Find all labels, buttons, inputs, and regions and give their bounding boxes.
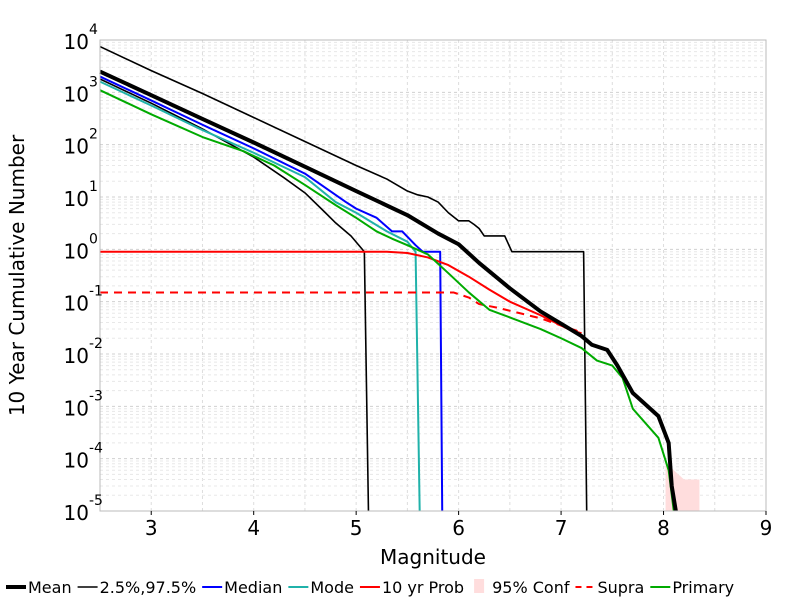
series-line-2-5-97-5-	[99, 78, 370, 512]
y-tick-exponent: -4	[89, 441, 103, 457]
y-tick-exponent: 1	[89, 179, 98, 195]
y-tick-label: 10 1	[64, 179, 98, 211]
legend-item: Median	[202, 578, 282, 597]
legend-label: Median	[224, 578, 282, 597]
legend-label: Primary	[672, 578, 734, 597]
x-tick-label: 8	[657, 516, 670, 540]
y-tick-base: 10	[64, 187, 89, 211]
x-tick-label: 5	[350, 516, 363, 540]
legend-swatch	[474, 579, 485, 593]
plot-frame	[99, 39, 767, 512]
legend-item: Mean	[6, 578, 72, 597]
x-tick-label: 9	[760, 516, 773, 540]
y-tick-label: 10 3	[64, 74, 98, 106]
y-tick-label: 10 2	[64, 127, 98, 159]
y-tick-exponent: -1	[89, 284, 103, 300]
x-axis-ticks: 3 4 5 6 7 8 9	[145, 511, 773, 540]
legend-item: 95% Conf	[474, 578, 570, 597]
y-tick-exponent: 4	[89, 22, 98, 38]
series-line-2-5-97-5-	[99, 45, 588, 512]
legend-item: 10 yr Prob	[359, 578, 464, 597]
series-layer	[99, 45, 678, 512]
y-tick-base: 10	[64, 30, 89, 54]
y-tick-base: 10	[64, 135, 89, 159]
y-tick-base: 10	[64, 344, 89, 368]
grid	[99, 40, 767, 512]
y-tick-label: 100	[64, 231, 98, 263]
y-tick-label: 10 -5	[64, 493, 103, 525]
y-tick-base: 10	[64, 239, 89, 263]
y-tick-exponent: 0	[89, 231, 98, 247]
y-tick-exponent: -3	[89, 388, 103, 404]
legend: Mean 2.5%,97.5% Median Mode 10 yr Prob 95% Co…	[6, 578, 734, 597]
y-tick-base: 10	[64, 396, 89, 420]
y-tick-exponent: 2	[89, 127, 98, 143]
legend-label: Mean	[28, 578, 72, 597]
x-tick-label: 7	[555, 516, 568, 540]
legend-item: Mode	[288, 578, 354, 597]
series-line-mode	[99, 80, 421, 512]
series-line-10-yr-prob	[100, 250, 582, 335]
legend-item: Primary	[650, 578, 734, 597]
y-tick-label: 10 4	[64, 22, 98, 54]
y-tick-label: 10 -2	[64, 336, 103, 368]
y-tick-label: 10 -1	[64, 284, 103, 316]
y-tick-base: 10	[64, 501, 89, 525]
legend-label: 2.5%,97.5%	[100, 578, 197, 597]
x-tick-label: 6	[452, 516, 465, 540]
y-tick-base: 10	[64, 449, 89, 473]
legend-label: Mode	[310, 578, 354, 597]
y-axis-title: 10 Year Cumulative Number	[5, 134, 29, 416]
y-tick-base: 10	[64, 292, 89, 316]
legend-label: Supra	[597, 578, 644, 597]
x-tick-label: 3	[145, 516, 158, 540]
series-line-primary	[99, 89, 675, 512]
y-tick-exponent: 3	[89, 74, 98, 90]
y-tick-label: 10 -4	[64, 441, 104, 473]
x-axis-title: Magnitude	[380, 545, 486, 569]
legend-label: 95% Conf	[492, 578, 570, 597]
y-tick-exponent: -5	[89, 493, 103, 509]
series-line-mean	[99, 69, 678, 512]
y-tick-base: 10	[64, 82, 89, 106]
y-tick-label: 10 -3	[64, 388, 103, 420]
legend-label: 10 yr Prob	[382, 578, 464, 597]
legend-item: Supra	[575, 578, 644, 597]
x-tick-label: 4	[247, 516, 260, 540]
legend-item: 2.5%,97.5%	[77, 578, 197, 597]
y-tick-exponent: -2	[89, 336, 103, 352]
